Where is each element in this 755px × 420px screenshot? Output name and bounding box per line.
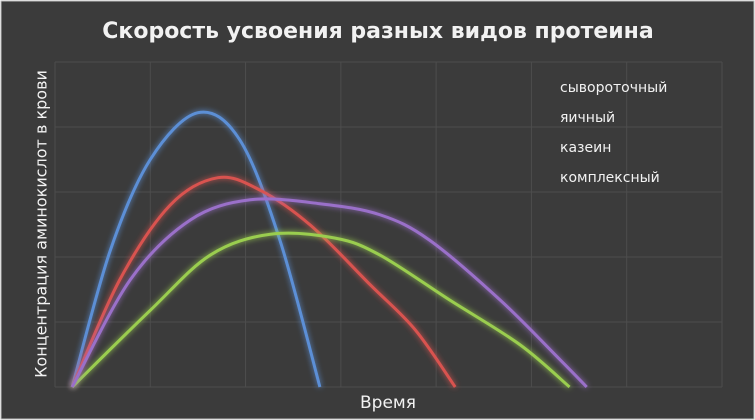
legend-label: комплексный: [560, 170, 660, 186]
data-line: [70, 175, 457, 388]
data-line: [70, 110, 322, 388]
data-line: [71, 231, 571, 389]
chart-title: Скорость усвоения разных видов протеина: [102, 19, 653, 44]
legend-label: яичный: [560, 110, 615, 126]
legend-label: сывороточный: [560, 80, 667, 96]
y-axis-label: Концентрация аминокислот в крови: [32, 70, 51, 378]
x-axis-label: Время: [360, 393, 416, 413]
legend-label: казеин: [560, 140, 611, 156]
data-line: [70, 197, 588, 389]
